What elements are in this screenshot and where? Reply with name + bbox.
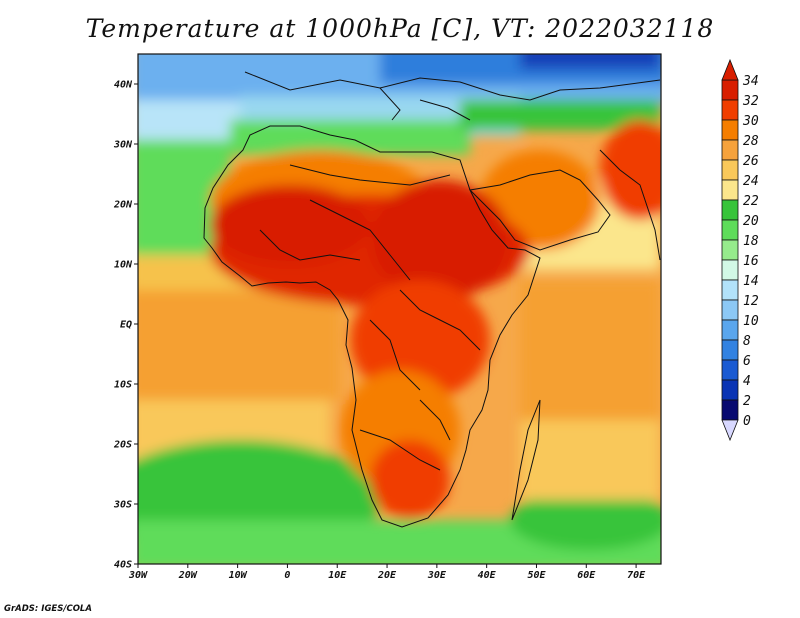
lat-label: 10S — [114, 380, 132, 391]
colorbar-label: 28 — [743, 134, 759, 149]
lon-label: 20W — [178, 570, 198, 581]
colorbar-swatch — [721, 279, 739, 301]
colorbar-swatch — [721, 119, 739, 141]
colorbar-swatch — [721, 259, 739, 281]
lat-label: 20S — [113, 440, 132, 451]
colorbar-label: 32 — [742, 94, 759, 109]
colorbar-label: 6 — [743, 354, 751, 369]
colorbar-swatch — [721, 219, 739, 241]
lat-label: 30S — [113, 500, 132, 511]
chart-title: Temperature at 1000hPa [C], VT: 20220321… — [85, 14, 715, 43]
lat-label: 40N — [114, 80, 133, 91]
colorbar-label: 30 — [742, 114, 759, 129]
lon-label: 70E — [627, 570, 646, 581]
colorbar-swatch — [721, 179, 739, 201]
colorbar-label: 8 — [743, 334, 751, 349]
longitude-axis: 30W 20W 10W 0 10E 20E 30E 40E 50E 60E 70E — [128, 564, 646, 581]
colorbar-swatch — [721, 159, 739, 181]
lat-label: EQ — [120, 320, 132, 331]
colorbar-label: 0 — [743, 414, 751, 429]
colorbar-label: 2 — [743, 394, 751, 409]
lon-label: 30E — [427, 570, 447, 581]
colorbar-swatch — [721, 399, 739, 421]
colorbar-top-arrow — [721, 58, 739, 81]
colorbar-swatch — [721, 339, 739, 361]
colorbar-swatch — [721, 319, 739, 341]
lon-label: 0 — [284, 570, 290, 581]
colorbar-swatch — [721, 299, 739, 321]
colorbar-swatch — [721, 139, 739, 161]
plot-frame — [137, 53, 662, 565]
colorbar-swatch — [721, 199, 739, 221]
colorbar-label: 10 — [743, 314, 759, 329]
colorbar-swatch — [721, 79, 739, 101]
colorbar-swatch — [721, 379, 739, 401]
temperature-field — [138, 54, 661, 564]
lat-label: 20N — [113, 200, 133, 211]
colorbar-label: 22 — [743, 194, 759, 209]
colorbar-label: 4 — [743, 374, 751, 389]
colorbar-label: 16 — [743, 254, 759, 269]
lon-label: 40E — [478, 570, 497, 581]
colorbar-swatch — [721, 359, 739, 381]
colorbar-label: 12 — [743, 294, 759, 309]
lat-label: 30N — [113, 140, 133, 151]
colorbar-label: 20 — [743, 214, 759, 229]
lon-label: 60E — [577, 570, 596, 581]
coastlines — [203, 71, 661, 528]
colorbar-label: 26 — [743, 154, 759, 169]
latitude-axis: 40N 30N 20N 10N EQ 10S 20S 30S 40S — [113, 80, 138, 571]
colorbar-label: 34 — [742, 74, 759, 89]
lat-label: 10N — [114, 260, 133, 271]
lon-label: 20E — [377, 570, 397, 581]
colorbar-swatch — [721, 99, 739, 121]
colorbar-label: 18 — [743, 234, 759, 249]
colorbar-label: 14 — [743, 274, 759, 289]
colorbar-swatch — [721, 239, 739, 261]
colorbar-label: 24 — [743, 174, 759, 189]
lon-label: 50E — [527, 570, 546, 581]
lon-label: 10W — [229, 570, 248, 581]
lat-label: 40S — [114, 560, 132, 571]
lon-label: 10E — [328, 570, 347, 581]
colorbar-bottom-arrow — [721, 419, 739, 442]
lon-label: 30W — [128, 570, 148, 581]
credit-text: GrADS: IGES/COLA — [4, 604, 92, 614]
